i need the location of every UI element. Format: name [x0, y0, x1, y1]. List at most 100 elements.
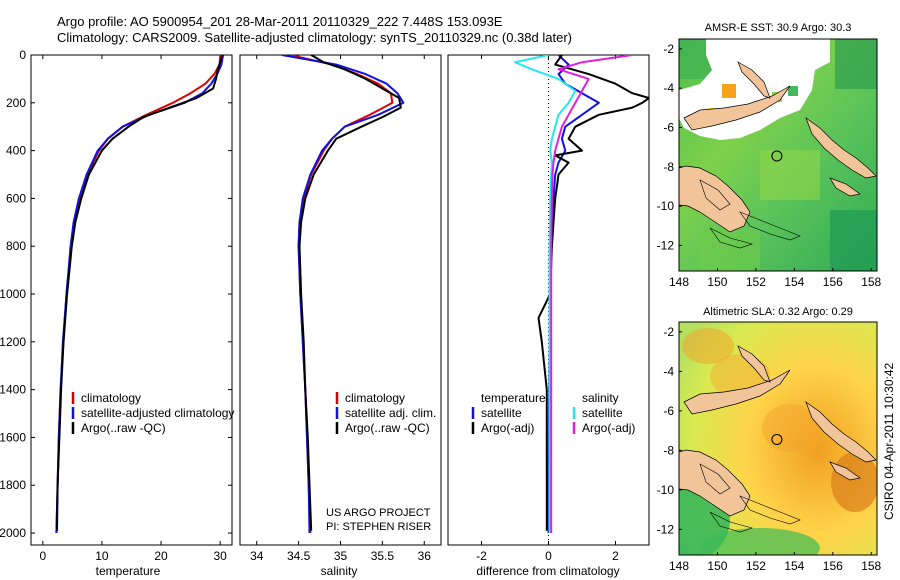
legend-label-argo: Argo(..raw -QC) — [345, 421, 430, 435]
depth-tick-label: 600 — [6, 191, 26, 205]
depth-tick-label: 0 — [19, 48, 26, 62]
land-new-ireland — [737, 345, 771, 383]
legend-label-satellite: satellite adj. clim. — [345, 406, 436, 420]
lat-tick-label: -10 — [657, 483, 675, 497]
x-tick-label: 34.5 — [287, 549, 311, 563]
lat-tick-label: -2 — [663, 325, 674, 339]
salinity-legend: climatology satellite adj. clim. Argo(..… — [335, 391, 436, 435]
salinity-axes — [239, 54, 442, 546]
temperature-legend: climatology satellite-adjusted climatolo… — [71, 391, 234, 435]
salinity-x-label: salinity — [321, 564, 358, 578]
temperature-series — [55, 55, 225, 534]
lat-tick-label: -6 — [663, 120, 674, 134]
depth-tick-label: 1400 — [0, 383, 26, 397]
lat-tick-label: -8 — [663, 443, 674, 457]
legend-header-temperature: temperature — [481, 391, 546, 405]
sst-map-panel: AMSR-E SST: 30.9 Argo: 30.3 — [657, 22, 882, 289]
sla-map-panel: Altimetric SLA: 0.32 Argo: 0.29 148 150 15… — [657, 306, 882, 573]
argo-profile-marker — [771, 433, 783, 445]
sst-map-frame — [678, 38, 878, 272]
lon-tick-label: 154 — [784, 275, 804, 289]
lat-tick-label: -6 — [663, 404, 674, 418]
project-annotation: US ARGO PROJECT — [326, 507, 431, 519]
land-new-britain — [683, 85, 791, 131]
lat-tick-label: -4 — [663, 81, 674, 95]
depth-tick-label: 2000 — [0, 526, 26, 540]
lon-tick-label: 156 — [823, 275, 843, 289]
legend-header-salinity: salinity — [582, 391, 619, 405]
depth-tick-label: 1200 — [0, 335, 26, 349]
lat-tick-label: -12 — [657, 238, 675, 252]
land-solomons — [805, 401, 877, 463]
lat-tick-label: -8 — [663, 160, 674, 174]
land-new-guinea — [679, 449, 751, 517]
legend-label-temp-argo: Argo(-adj) — [481, 421, 534, 435]
legend-label-sal-satellite: satellite — [582, 406, 623, 420]
series-line-temperature-argo-adj- — [537, 55, 649, 531]
temperature-x-label: temperature — [96, 564, 161, 578]
land-new-guinea — [679, 165, 751, 233]
salinity-series — [281, 55, 405, 534]
salinity-x-ticks: 34 34.5 35 35.5 36 — [250, 55, 431, 563]
lon-tick-label: 152 — [746, 559, 766, 573]
x-tick-label: 30 — [213, 549, 227, 563]
series-line-argo-raw-qc- — [56, 55, 224, 531]
difference-x-label: difference from climatology — [476, 564, 619, 578]
lat-tick-label: -4 — [663, 364, 674, 378]
x-tick-label: 2 — [612, 549, 619, 563]
series-line-salinity-argo-adj- — [550, 55, 633, 533]
lon-tick-label: 154 — [784, 559, 804, 573]
depth-tick-label: 1800 — [0, 478, 26, 492]
sst-map-title: AMSR-E SST: 30.9 Argo: 30.3 — [705, 22, 852, 34]
series-line-argo-raw-qc- — [298, 55, 402, 531]
x-tick-label: 34 — [250, 549, 264, 563]
sla-map-ticks: 148 150 152 154 156 158 -2 -4 -6 -8 -10 -12 — [657, 325, 882, 573]
x-tick-label: 0 — [39, 549, 46, 563]
sla-map-title: Altimetric SLA: 0.32 Argo: 0.29 — [703, 306, 853, 318]
x-tick-label: 35 — [334, 549, 348, 563]
header-line-1: Argo profile: AO 5900954_201 28-Mar-2011… — [57, 14, 503, 29]
land-new-ireland — [737, 61, 771, 99]
lon-tick-label: 152 — [746, 275, 766, 289]
legend-label-climatology: climatology — [345, 391, 405, 405]
depth-tick-label: 200 — [6, 96, 26, 110]
difference-series — [514, 55, 649, 533]
lon-tick-label: 158 — [861, 275, 881, 289]
depth-tick-label: 1000 — [0, 287, 26, 301]
lon-tick-label: 148 — [669, 275, 689, 289]
legend-label-argo: Argo(..raw -QC) — [81, 421, 166, 435]
x-tick-label: 36 — [418, 549, 432, 563]
legend-label-sal-argo: Argo(-adj) — [582, 421, 635, 435]
lat-tick-label: -2 — [663, 42, 674, 56]
lon-tick-label: 158 — [861, 559, 881, 573]
legend-label-temp-satellite: satellite — [481, 406, 522, 420]
header-line-2: Climatology: CARS2009. Satellite-adjuste… — [57, 30, 572, 45]
lon-tick-label: 150 — [707, 275, 727, 289]
x-tick-label: 35.5 — [371, 549, 395, 563]
x-tick-label: 10 — [95, 549, 109, 563]
warm-pixel — [722, 84, 736, 98]
lon-tick-label: 156 — [823, 559, 843, 573]
legend-label-satellite: satellite-adjusted climatology — [81, 406, 234, 420]
pi-annotation: PI: STEPHEN RISER — [326, 521, 431, 533]
lat-tick-label: -10 — [657, 199, 675, 213]
csiro-timestamp: CSIRO 04-Apr-2011 10:30:42 — [882, 362, 896, 520]
temperature-x-ticks: 0 10 20 30 — [39, 55, 227, 563]
depth-tick-label: 1600 — [0, 430, 26, 444]
legend-label-climatology: climatology — [81, 391, 141, 405]
x-tick-label: 20 — [154, 549, 168, 563]
sst-map-ticks: 148 150 152 154 156 158 -2 -4 -6 -8 -10 -12 — [657, 42, 882, 289]
sla-map-frame — [678, 321, 878, 556]
series-line-salinity-satellite — [514, 55, 577, 533]
land-solomons — [805, 117, 877, 179]
depth-tick-label: 400 — [6, 144, 26, 158]
salinity-panel: 34 34.5 35 35.5 36 salinity climatology sate… — [239, 54, 442, 578]
temperature-axes — [30, 54, 233, 546]
lon-tick-label: 148 — [669, 559, 689, 573]
x-tick-label: 0 — [545, 549, 552, 563]
lat-tick-label: -12 — [657, 522, 675, 536]
lon-tick-label: 150 — [707, 559, 727, 573]
argo-profile-marker — [771, 150, 783, 162]
